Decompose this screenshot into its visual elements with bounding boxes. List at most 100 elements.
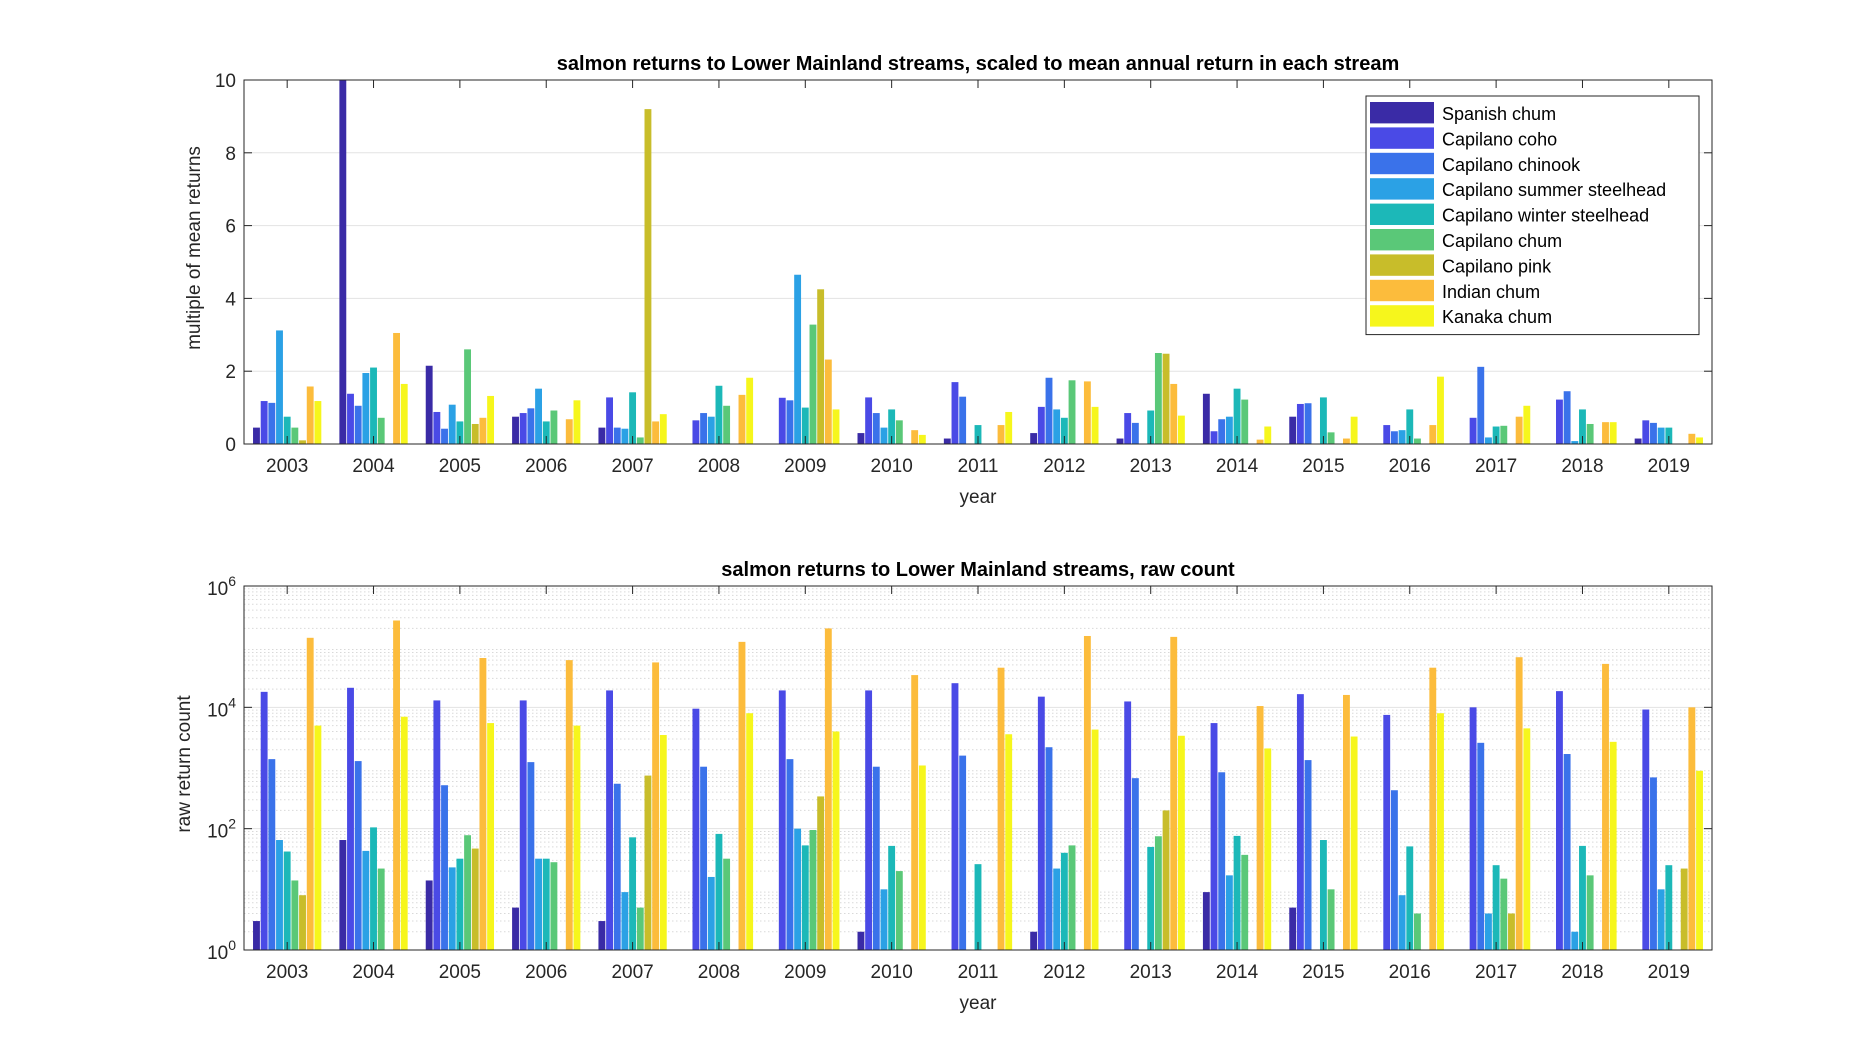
bar: [1477, 742, 1485, 950]
bar: [659, 734, 667, 950]
bar: [456, 858, 464, 950]
bar: [801, 845, 809, 950]
legend: Spanish chum Capilano coho Capilano chinoo…: [1365, 95, 1700, 336]
bar: [519, 413, 527, 444]
chart-title-scaled: salmon returns to Lower Mainland streams…: [557, 53, 1399, 75]
bar: [400, 716, 408, 950]
bar: [1602, 422, 1609, 444]
bar: [1225, 416, 1233, 444]
bar: [1414, 438, 1421, 444]
legend-swatch: [1370, 279, 1434, 302]
bar: [1634, 438, 1642, 444]
y-tick-label: 0: [225, 435, 236, 456]
bar: [565, 660, 573, 950]
legend-swatch: [1370, 203, 1434, 225]
bar: [1170, 636, 1178, 950]
bar: [974, 864, 982, 950]
bar: [817, 289, 825, 444]
bar: [1154, 836, 1162, 950]
bar: [425, 880, 433, 950]
bar: [1147, 846, 1155, 950]
bar: [283, 416, 291, 444]
legend-label: Indian chum: [1442, 282, 1540, 302]
legend-label: Spanish chum: [1442, 104, 1556, 124]
y-axis-label-raw: raw return count: [174, 695, 195, 833]
bar: [1304, 760, 1312, 950]
bar: [471, 848, 479, 950]
bar: [260, 691, 268, 950]
bar: [565, 419, 573, 444]
bar: [959, 396, 967, 444]
bar: [738, 641, 746, 950]
bar: [1657, 889, 1665, 950]
bar: [464, 349, 471, 444]
x-tick-label: 2012: [1043, 456, 1085, 477]
bar: [707, 876, 715, 950]
bar: [456, 421, 464, 444]
bar: [1091, 406, 1099, 444]
bar: [746, 377, 754, 444]
bar: [1406, 409, 1414, 444]
x-tick-label: 2014: [1216, 456, 1259, 477]
bar: [1037, 406, 1045, 444]
bar: [1579, 409, 1586, 444]
legend-label: Capilano chum: [1442, 231, 1562, 251]
y-tick-label: 4: [225, 289, 236, 310]
bar: [1406, 846, 1414, 950]
bar: [865, 397, 873, 444]
y-tick-label: 104: [207, 694, 236, 721]
bar: [872, 413, 880, 444]
plot-frame-raw: [243, 585, 1713, 951]
bar: [550, 410, 558, 444]
bar: [692, 420, 700, 444]
bar: [918, 434, 926, 444]
bar: [895, 420, 903, 444]
y-ticks-raw: 100 102 104 106: [207, 573, 1712, 964]
x-tick-label: 2014: [1216, 962, 1259, 983]
bar: [1485, 437, 1492, 444]
y-tick-label: 2: [225, 362, 236, 383]
bar: [1264, 748, 1272, 950]
bar: [1256, 439, 1264, 444]
bar: [1523, 728, 1531, 950]
bar: [400, 383, 408, 444]
bar: [613, 427, 621, 444]
bar: [1060, 852, 1068, 950]
bar: [951, 683, 959, 950]
bar: [794, 274, 802, 444]
bar: [542, 858, 550, 950]
bar: [1688, 433, 1696, 444]
bar: [659, 414, 667, 444]
legend-swatch: [1370, 152, 1434, 175]
bar: [1650, 422, 1657, 444]
bar: [1469, 417, 1477, 444]
bar: [1327, 889, 1335, 950]
bar: [1469, 707, 1477, 950]
bar: [314, 725, 322, 950]
bar: [1343, 438, 1350, 444]
bar: [1296, 403, 1304, 444]
bar: [1523, 405, 1531, 444]
bar: [1053, 868, 1061, 950]
bar: [1005, 411, 1013, 444]
bar: [1350, 416, 1358, 444]
bar: [1045, 747, 1053, 950]
bar: [1327, 432, 1335, 444]
bar: [786, 759, 794, 950]
bar: [692, 708, 700, 950]
bar: [824, 628, 832, 950]
bar: [888, 845, 896, 950]
y-tick-label: 102: [207, 816, 236, 843]
bar: [1650, 777, 1657, 950]
bar: [1005, 734, 1013, 950]
bar: [723, 858, 731, 950]
bar: [479, 417, 487, 444]
bar: [1390, 790, 1398, 950]
bar: [1688, 707, 1696, 950]
bar: [1225, 875, 1233, 950]
bar: [487, 723, 495, 950]
bar: [299, 440, 306, 444]
bar: [253, 427, 260, 444]
bar: [794, 828, 802, 950]
bar: [535, 858, 542, 950]
